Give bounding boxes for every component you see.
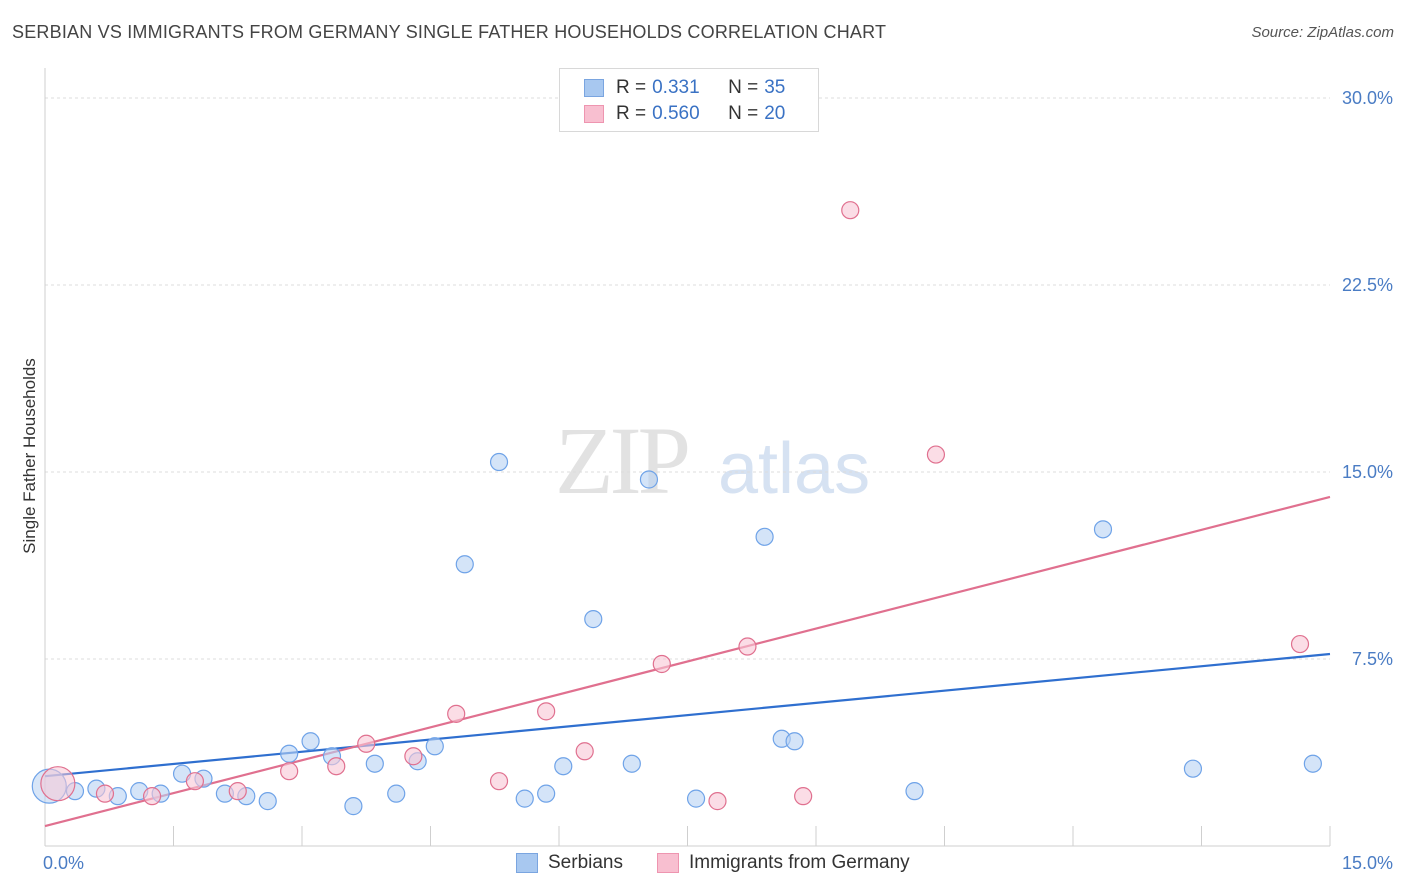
point-germany [280, 762, 299, 781]
point-germany [95, 784, 115, 803]
trend-lines [44, 495, 1331, 828]
point-germany [652, 654, 671, 674]
point-germany [228, 782, 247, 801]
point-serbians [515, 789, 534, 808]
point-serbians [584, 610, 603, 629]
x-tick-label: 0.0% [43, 853, 84, 873]
point-serbians [686, 789, 706, 808]
legend-swatch-germany [584, 105, 604, 123]
y-tick-label: 15.0% [1342, 462, 1393, 482]
n-value: 20 [764, 103, 786, 124]
point-serbians [1183, 759, 1203, 778]
point-germany [40, 766, 76, 802]
n-label: N = [728, 77, 759, 98]
legend-row-serbians: R = 0.331 N = 35 [584, 77, 785, 99]
point-serbians [489, 452, 509, 472]
point-serbians [365, 754, 384, 773]
watermark-zip: ZIP [555, 407, 691, 514]
x-tick-label: 15.0% [1342, 853, 1393, 873]
trend-line-serbians [44, 652, 1331, 778]
point-serbians [258, 792, 277, 811]
legend-swatch-serbians [584, 79, 604, 97]
point-germany [794, 787, 813, 806]
point-germany [926, 445, 946, 464]
r-value: 0.331 [652, 77, 700, 98]
point-serbians [425, 737, 444, 756]
point-serbians [1093, 520, 1113, 539]
point-serbians [755, 527, 774, 546]
trend-line-germany [44, 495, 1331, 828]
point-germany [142, 787, 162, 806]
grid-lines [45, 97, 1330, 660]
legend-swatch-serbians [516, 853, 538, 873]
point-serbians [639, 470, 659, 489]
legend-item-germany[interactable]: Immigrants from Germany [657, 852, 910, 874]
point-germany [489, 772, 509, 791]
point-serbians [537, 784, 556, 803]
series-legend: Serbians Immigrants from Germany [0, 852, 1406, 878]
point-germany [1290, 634, 1310, 654]
point-germany [404, 747, 423, 766]
point-serbians [344, 797, 363, 816]
point-germany [447, 704, 466, 723]
point-serbians [387, 784, 406, 803]
y-tick-label: 22.5% [1342, 275, 1393, 295]
point-germany [708, 792, 727, 811]
source-label: Source: ZipAtlas.com [1251, 24, 1394, 41]
legend-swatch-germany [657, 853, 679, 873]
legend-label-germany: Immigrants from Germany [689, 852, 910, 873]
y-tick-label: 30.0% [1342, 88, 1393, 108]
point-germany [537, 702, 556, 721]
watermark-atlas: atlas [718, 429, 871, 509]
axes [44, 68, 1331, 847]
legend-row-germany: R = 0.560 N = 20 [584, 103, 785, 125]
r-label: R = [616, 103, 647, 124]
point-germany [738, 637, 757, 656]
point-germany [575, 742, 594, 761]
r-label: R = [616, 77, 647, 98]
data-points [31, 201, 1322, 816]
n-value: 35 [764, 77, 786, 98]
point-germany [841, 201, 860, 220]
y-tick-label: 7.5% [1352, 649, 1393, 669]
stats-legend: R = 0.331 N = 35 R = 0.560 N = 20 [559, 68, 819, 132]
point-serbians [1303, 754, 1322, 773]
point-serbians [554, 757, 573, 776]
point-serbians [785, 732, 804, 751]
point-germany [185, 772, 205, 791]
point-serbians [301, 732, 320, 751]
tick-labels: 7.5% 15.0% 22.5% 30.0% 0.0% 15.0% [43, 88, 1393, 873]
legend-label-serbians: Serbians [548, 852, 623, 873]
n-label: N = [728, 103, 759, 124]
chart-title: SERBIAN VS IMMIGRANTS FROM GERMANY SINGL… [12, 22, 887, 42]
point-germany [327, 757, 346, 776]
point-serbians [905, 782, 924, 801]
r-value: 0.560 [652, 103, 700, 124]
legend-item-serbians[interactable]: Serbians [516, 852, 623, 874]
point-germany [357, 734, 376, 753]
point-serbians [455, 555, 474, 574]
point-serbians [622, 754, 641, 773]
point-serbians [280, 744, 299, 763]
